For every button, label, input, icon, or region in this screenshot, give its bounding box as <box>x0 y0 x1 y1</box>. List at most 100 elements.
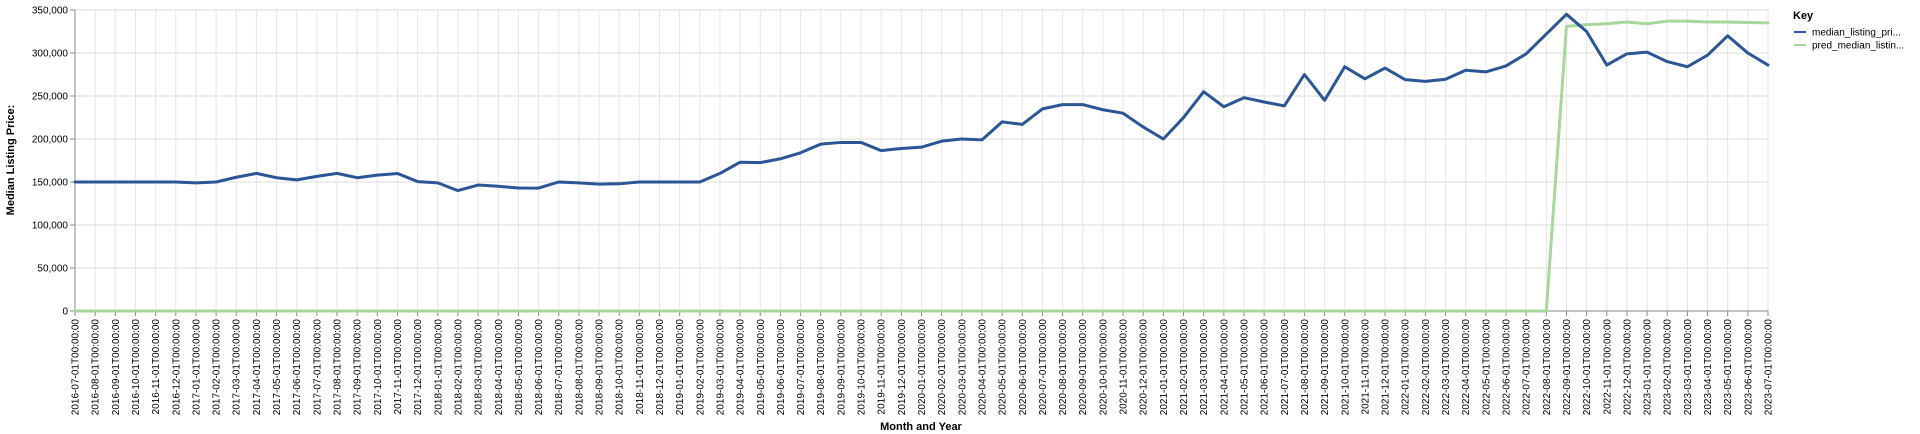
x-tick-label: 2020-11-01T00:00:00 <box>1119 319 1130 415</box>
x-tick-label: 2021-07-01T00:00:00 <box>1280 319 1291 416</box>
x-tick-label: 2016-07-01T00:00:00 <box>71 319 82 416</box>
x-tick-label: 2017-05-01T00:00:00 <box>272 319 283 416</box>
x-tick-label: 2022-06-01T00:00:00 <box>1501 319 1512 416</box>
x-tick-label: 2020-10-01T00:00:00 <box>1098 319 1109 416</box>
x-tick-label: 2018-04-01T00:00:00 <box>494 319 505 416</box>
x-tick-label: 2019-06-01T00:00:00 <box>776 319 787 416</box>
x-tick-label: 2019-09-01T00:00:00 <box>836 319 847 416</box>
x-tick-label: 2020-07-01T00:00:00 <box>1038 319 1049 416</box>
x-tick-label: 2020-04-01T00:00:00 <box>977 319 988 416</box>
x-tick-label: 2019-05-01T00:00:00 <box>756 319 767 416</box>
y-tick-label: 50,000 <box>37 264 68 275</box>
axes: 0 50,000 100,000 150,000 200,000 250,000 300,0… <box>32 6 1775 416</box>
x-tick-label: 2022-08-01T00:00:00 <box>1542 319 1553 416</box>
x-tick-label: 2023-03-01T00:00:00 <box>1683 319 1694 416</box>
x-axis-title: Month and Year <box>880 421 962 433</box>
x-tick-label: 2016-08-01T00:00:00 <box>91 319 102 416</box>
x-tick-label: 2017-11-01T00:00:00 <box>393 319 404 415</box>
x-tick-label: 2016-10-01T00:00:00 <box>131 319 142 416</box>
legend-label: median_listing_pri... <box>1812 28 1901 39</box>
x-tick-label: 2017-12-01T00:00:00 <box>413 319 424 416</box>
y-tick-label: 0 <box>62 307 68 318</box>
x-tick-label: 2021-01-01T00:00:00 <box>1159 319 1170 416</box>
x-tick-label: 2018-12-01T00:00:00 <box>655 319 666 416</box>
x-tick-label: 2021-11-01T00:00:00 <box>1360 319 1371 415</box>
y-axis-title: Median Listing Price: <box>5 105 17 216</box>
x-tick-label: 2019-08-01T00:00:00 <box>816 319 827 416</box>
y-tick-label: 200,000 <box>32 135 69 146</box>
y-tick-label: 350,000 <box>32 6 69 17</box>
x-tick-label: 2016-11-01T00:00:00 <box>151 319 162 415</box>
x-tick-label: 2017-10-01T00:00:00 <box>373 319 384 416</box>
x-tick-label: 2022-02-01T00:00:00 <box>1421 319 1432 416</box>
series-line-pred-median-listing-price <box>73 19 1770 313</box>
x-tick-label: 2022-12-01T00:00:00 <box>1622 319 1633 416</box>
x-tick-label: 2017-04-01T00:00:00 <box>252 319 263 416</box>
x-tick-label: 2021-05-01T00:00:00 <box>1239 319 1250 416</box>
x-tick-label: 2016-09-01T00:00:00 <box>111 319 122 416</box>
x-tick-label: 2020-03-01T00:00:00 <box>957 319 968 416</box>
x-tick-label: 2020-12-01T00:00:00 <box>1139 319 1150 416</box>
x-tick-label: 2021-02-01T00:00:00 <box>1179 319 1190 416</box>
x-tick-label: 2022-01-01T00:00:00 <box>1401 319 1412 416</box>
x-tick-label: 2021-10-01T00:00:00 <box>1340 319 1351 416</box>
x-tick-label: 2022-04-01T00:00:00 <box>1461 319 1472 416</box>
x-tick-label: 2018-03-01T00:00:00 <box>474 319 485 416</box>
x-tick-label: 2021-04-01T00:00:00 <box>1219 319 1230 416</box>
x-tick-label: 2022-10-01T00:00:00 <box>1582 319 1593 416</box>
x-tick-label: 2018-05-01T00:00:00 <box>514 319 525 416</box>
x-tick-label: 2017-09-01T00:00:00 <box>353 319 364 416</box>
x-tick-label: 2022-03-01T00:00:00 <box>1441 319 1452 416</box>
x-tick-label: 2017-07-01T00:00:00 <box>312 319 323 416</box>
y-tick-label: 100,000 <box>32 221 69 232</box>
x-tick-label: 2018-07-01T00:00:00 <box>554 319 565 416</box>
x-tick-label: 2020-06-01T00:00:00 <box>1018 319 1029 416</box>
x-tick-label: 2019-02-01T00:00:00 <box>695 319 706 416</box>
x-tick-label: 2016-12-01T00:00:00 <box>171 319 182 416</box>
x-tick-label: 2018-06-01T00:00:00 <box>534 319 545 416</box>
x-tick-label: 2017-06-01T00:00:00 <box>292 319 303 416</box>
x-tick-label: 2022-11-01T00:00:00 <box>1602 319 1613 415</box>
x-tick-label: 2020-02-01T00:00:00 <box>937 319 948 416</box>
series-line-median-listing-price <box>73 12 1770 193</box>
y-tick-label: 300,000 <box>32 49 69 60</box>
x-tick-label: 2022-05-01T00:00:00 <box>1481 319 1492 416</box>
y-tick-label: 150,000 <box>32 178 69 189</box>
x-tick-label: 2023-05-01T00:00:00 <box>1723 319 1734 416</box>
x-tick-label: 2017-01-01T00:00:00 <box>191 319 202 416</box>
x-tick-label: 2019-12-01T00:00:00 <box>897 319 908 416</box>
x-tick-label: 2023-04-01T00:00:00 <box>1703 319 1714 416</box>
x-tick-label: 2020-08-01T00:00:00 <box>1058 319 1069 416</box>
x-tick-label: 2021-09-01T00:00:00 <box>1320 319 1331 416</box>
x-tick-label: 2019-11-01T00:00:00 <box>877 319 888 415</box>
x-tick-label: 2019-01-01T00:00:00 <box>675 319 686 416</box>
x-tick-label: 2023-02-01T00:00:00 <box>1663 319 1674 416</box>
x-tick-label: 2021-08-01T00:00:00 <box>1300 319 1311 416</box>
x-tick-label: 2021-03-01T00:00:00 <box>1199 319 1210 416</box>
legend-title: Key <box>1793 10 1814 22</box>
x-tick-label: 2018-01-01T00:00:00 <box>433 319 444 416</box>
x-tick-label: 2021-12-01T00:00:00 <box>1381 319 1392 416</box>
y-tick-label: 250,000 <box>32 92 69 103</box>
x-tick-label: 2017-03-01T00:00:00 <box>232 319 243 416</box>
x-tick-label: 2019-03-01T00:00:00 <box>715 319 726 416</box>
x-tick-label: 2023-01-01T00:00:00 <box>1643 319 1654 416</box>
x-tick-label: 2018-09-01T00:00:00 <box>595 319 606 416</box>
legend-label: pred_median_listin... <box>1812 41 1904 52</box>
x-tick-label: 2019-04-01T00:00:00 <box>736 319 747 416</box>
x-tick-label: 2018-08-01T00:00:00 <box>574 319 585 416</box>
x-tick-label: 2022-07-01T00:00:00 <box>1522 319 1533 416</box>
x-tick-label: 2021-06-01T00:00:00 <box>1260 319 1271 416</box>
x-tick-label: 2023-06-01T00:00:00 <box>1743 319 1754 416</box>
x-tick-label: 2020-05-01T00:00:00 <box>998 319 1009 416</box>
x-tick-label: 2018-10-01T00:00:00 <box>615 319 626 416</box>
x-tick-label: 2019-10-01T00:00:00 <box>857 319 868 416</box>
x-tick-label: 2018-02-01T00:00:00 <box>453 319 464 416</box>
x-tick-label: 2020-01-01T00:00:00 <box>917 319 928 416</box>
x-tick-label: 2017-02-01T00:00:00 <box>212 319 223 416</box>
series-lines <box>73 12 1770 313</box>
x-tick-label: 2023-07-01T00:00:00 <box>1764 319 1775 416</box>
x-tick-label: 2022-09-01T00:00:00 <box>1562 319 1573 416</box>
legend: Key median_listing_pri... pred_median_lis… <box>1793 10 1904 52</box>
